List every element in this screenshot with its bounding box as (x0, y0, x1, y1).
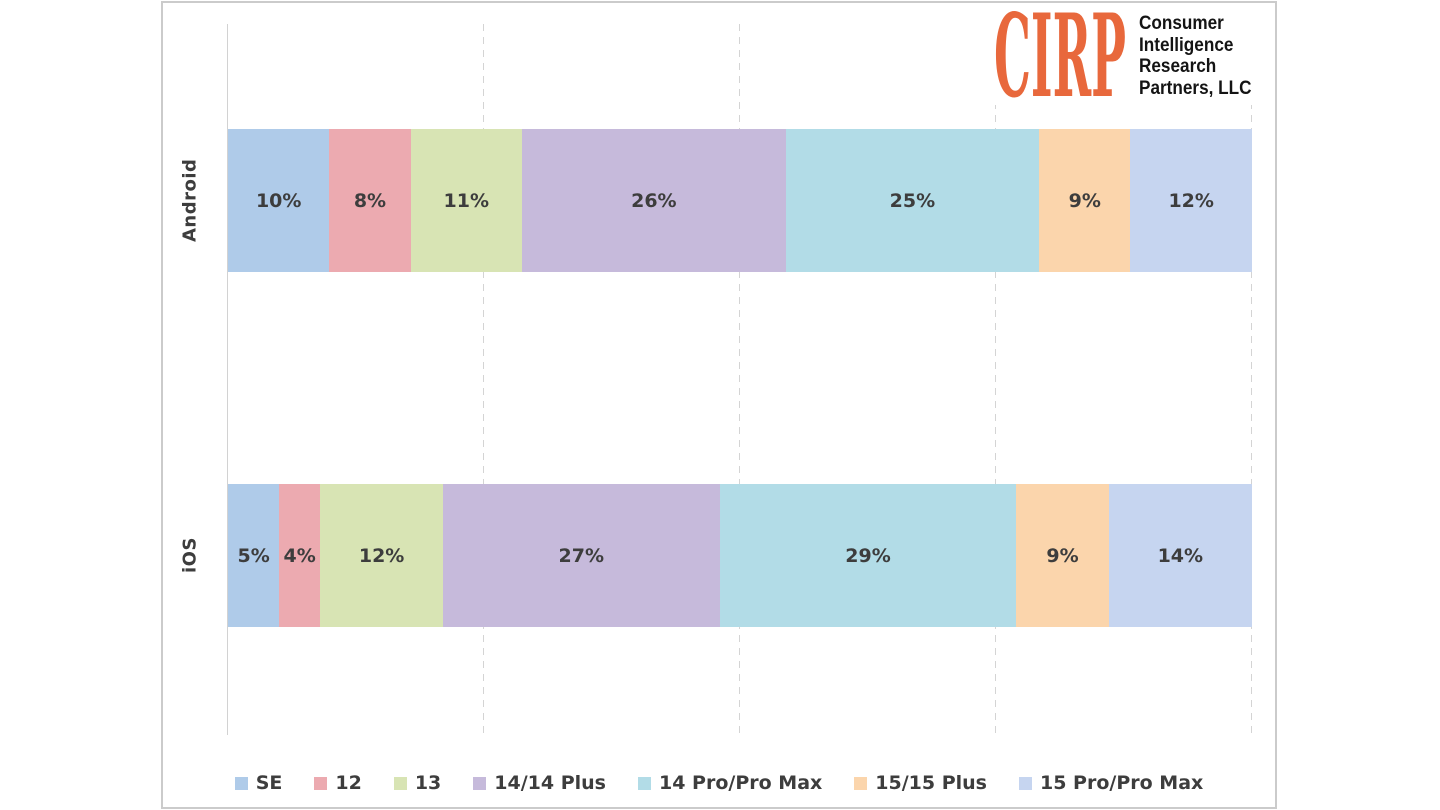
legend-swatch (473, 776, 487, 790)
bar-segment-ios-15-pro-pro-max: 14% (1108, 484, 1252, 627)
cirp-logo-acronym: CIRP (994, 11, 1126, 103)
gridline-100pct (1251, 24, 1252, 735)
bar-segment-android-14-pro-pro-max: 25% (785, 129, 1040, 272)
logo-name-line: Consumer (1139, 12, 1224, 34)
bar-segment-android-12: 8% (329, 129, 411, 272)
legend-label: 15 Pro/Pro Max (1040, 772, 1204, 794)
legend-swatch (314, 776, 328, 790)
bar-segment-ios-14-14-plus: 27% (443, 484, 720, 627)
legend-item-13: 13 (393, 772, 442, 794)
logo-name-line: Research (1139, 55, 1217, 77)
bar-segment-label: 9% (1068, 189, 1101, 212)
legend-swatch (854, 776, 868, 790)
legend-label: 14/14 Plus (494, 772, 606, 794)
legend-label: 15/15 Plus (875, 772, 987, 794)
bar-segment-label: 10% (255, 189, 302, 212)
bar-segment-label: 4% (283, 544, 316, 567)
bar-segment-ios-15-15-plus: 9% (1016, 484, 1109, 627)
bar-segment-label: 26% (631, 189, 677, 212)
legend-item-14-14-plus: 14/14 Plus (473, 772, 606, 794)
legend-label: 14 Pro/Pro Max (658, 772, 823, 794)
bar-segment-label: 8% (353, 189, 387, 212)
legend-item-se: SE (234, 772, 283, 794)
cirp-logo: CIRP Consumer Intelligence Research Part… (986, 9, 1267, 105)
legend: SE 12 13 14/14 Plus 14 Pro/Pro Max 15/15 Plus… (163, 772, 1275, 794)
bar-segment-android-13: 11% (410, 129, 523, 272)
legend-item-12: 12 (314, 772, 362, 794)
bar-segment-label: 11% (443, 189, 489, 212)
legend-item-15-pro-pro-max: 15 Pro/Pro Max (1019, 772, 1203, 794)
gridline-50pct (739, 24, 740, 735)
bar-segment-label: 27% (558, 544, 605, 567)
legend-label: 12 (335, 772, 362, 794)
legend-item-15-15-plus: 15/15 Plus (854, 772, 987, 794)
bar-segment-android-14-14-plus: 26% (522, 129, 786, 272)
bar-android: 10% 8% 11% 26% 25% 9% 12% (228, 129, 1253, 272)
bar-segment-label: 29% (845, 544, 891, 567)
legend-swatch (1019, 776, 1032, 790)
legend-swatch (393, 776, 407, 790)
legend-item-14-pro-pro-max: 14 Pro/Pro Max (637, 772, 823, 794)
bar-segment-label: 12% (358, 544, 405, 567)
bar-segment-label: 5% (237, 544, 270, 567)
bar-segment-ios-13: 12% (320, 484, 444, 627)
category-label-ios: iOS (179, 537, 201, 574)
bar-segment-label: 12% (1168, 189, 1214, 212)
bar-segment-android-15-15-plus: 9% (1039, 129, 1131, 272)
bar-segment-ios-12: 4% (279, 484, 321, 627)
gridline-25pct (483, 24, 484, 735)
bar-segment-android-15-pro-pro-max: 12% (1130, 129, 1253, 272)
bar-segment-label: 25% (889, 189, 936, 212)
logo-name-line: Intelligence (1139, 33, 1234, 56)
legend-label: 13 (414, 772, 442, 794)
legend-label: SE (255, 772, 283, 794)
bar-segment-label: 14% (1157, 544, 1204, 567)
cirp-logo-acronym-graphic: CIRP (994, 11, 1126, 103)
bar-segment-label: 9% (1046, 544, 1079, 567)
legend-swatch (637, 776, 651, 790)
legend-swatch (234, 776, 248, 790)
bar-segment-android-se: 10% (228, 129, 330, 272)
gridline-75pct (995, 24, 996, 735)
logo-name-line: Partners, LLC (1139, 76, 1252, 99)
bar-ios: 5% 4% 12% 27% 29% 9% 14% (228, 484, 1252, 627)
bar-segment-ios-se: 5% (228, 484, 280, 627)
category-label-android: Android (179, 158, 201, 243)
plot-area: 10% 8% 11% 26% 25% 9% 12% 5% 4% 12% 27% 29% 9% 14% (227, 24, 1253, 735)
bar-segment-ios-14-pro-pro-max: 29% (719, 484, 1017, 627)
cirp-logo-name: Consumer Intelligence Research Partners,… (1139, 11, 1252, 99)
chart-frame: 10% 8% 11% 26% 25% 9% 12% 5% 4% 12% 27% 29% 9% 14% A… (161, 1, 1277, 809)
